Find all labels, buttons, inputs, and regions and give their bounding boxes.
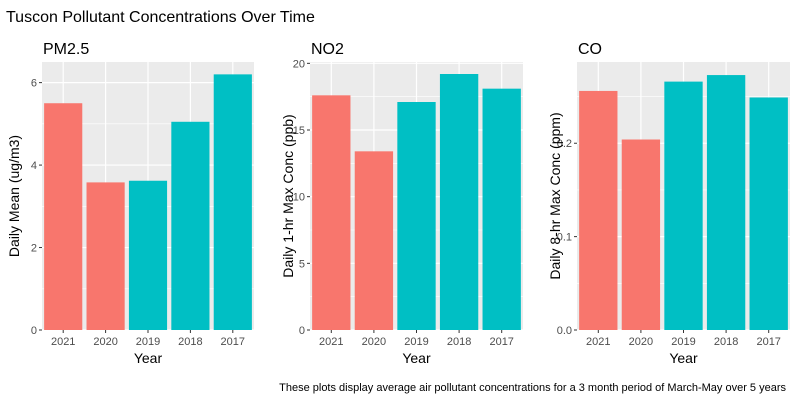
panel-title: PM2.5 [43, 41, 89, 58]
bar-2021 [579, 90, 618, 330]
y-axis-title: Daily 8-hr Max Conc (ppm) [547, 112, 563, 279]
y-tick-label: 0.2 [557, 138, 572, 150]
bar-2018 [706, 75, 746, 330]
chart-panel: 0 2 4 6 2021 2020 2019 2018 2017 PM2.5 Year Daily M… [6, 41, 254, 366]
y-tick-label: 10 [293, 192, 305, 204]
x-tick-label: 2020 [93, 336, 117, 348]
bar-2021 [312, 95, 351, 330]
x-tick-label: 2018 [714, 336, 738, 348]
panel-title: CO [578, 41, 602, 58]
x-axis-title: Year [402, 350, 431, 366]
x-tick-label: 2017 [489, 336, 513, 348]
chart-panel: 0 5 10 15 20 2021 2020 2019 2018 2017 NO2 Year Daily… [280, 41, 523, 366]
x-tick-label: 2020 [362, 336, 386, 348]
y-axis-title: Daily 1-hr Max Conc (ppb) [280, 114, 296, 277]
caption: These plots display average air pollutan… [279, 382, 786, 394]
bar-2019 [128, 180, 168, 330]
bar-2017 [749, 97, 788, 331]
y-tick-label: 4 [31, 160, 37, 172]
y-tick-label: 0 [299, 325, 305, 337]
bar-2018 [439, 74, 479, 330]
x-tick-label: 2019 [404, 336, 428, 348]
bar-2019 [664, 81, 703, 330]
bar-2017 [213, 74, 252, 330]
x-tick-label: 2021 [586, 336, 610, 348]
main-title: Tuscon Pollutant Concentrations Over Tim… [6, 9, 315, 26]
x-tick-label: 2021 [51, 336, 75, 348]
x-axis-title: Year [134, 350, 163, 366]
bar-2018 [171, 121, 210, 331]
y-tick-label: 2 [31, 243, 37, 255]
chart-panels: 0 2 4 6 2021 2020 2019 2018 2017 PM2.5 Year Daily M… [6, 41, 790, 366]
y-tick-label: 15 [293, 125, 305, 137]
y-tick-label: 0 [31, 325, 37, 337]
x-axis-title: Year [669, 350, 698, 366]
y-tick-label: 20 [293, 58, 305, 70]
x-tick-label: 2018 [447, 336, 471, 348]
y-axis-title: Daily Mean (ug/m3) [6, 135, 22, 257]
bar-2019 [397, 102, 436, 330]
x-tick-label: 2019 [671, 336, 695, 348]
bar-2021 [44, 103, 83, 330]
x-tick-label: 2017 [756, 336, 780, 348]
y-tick-label: 0.1 [557, 232, 572, 244]
x-tick-label: 2017 [221, 336, 245, 348]
bar-2020 [86, 182, 125, 330]
y-tick-label: 0.0 [557, 325, 572, 337]
chart-panel: 0.0 0.1 0.2 2021 2020 2019 2018 2017 CO Year Daily… [547, 41, 790, 366]
y-tick-label: 6 [31, 78, 37, 90]
bar-2020 [621, 139, 661, 330]
panel-title: NO2 [311, 41, 344, 58]
bar-2017 [482, 88, 521, 331]
bar-2020 [354, 151, 394, 330]
x-tick-label: 2020 [629, 336, 653, 348]
x-tick-label: 2021 [319, 336, 343, 348]
x-tick-label: 2018 [178, 336, 202, 348]
x-tick-label: 2019 [136, 336, 160, 348]
y-tick-label: 5 [299, 258, 305, 270]
